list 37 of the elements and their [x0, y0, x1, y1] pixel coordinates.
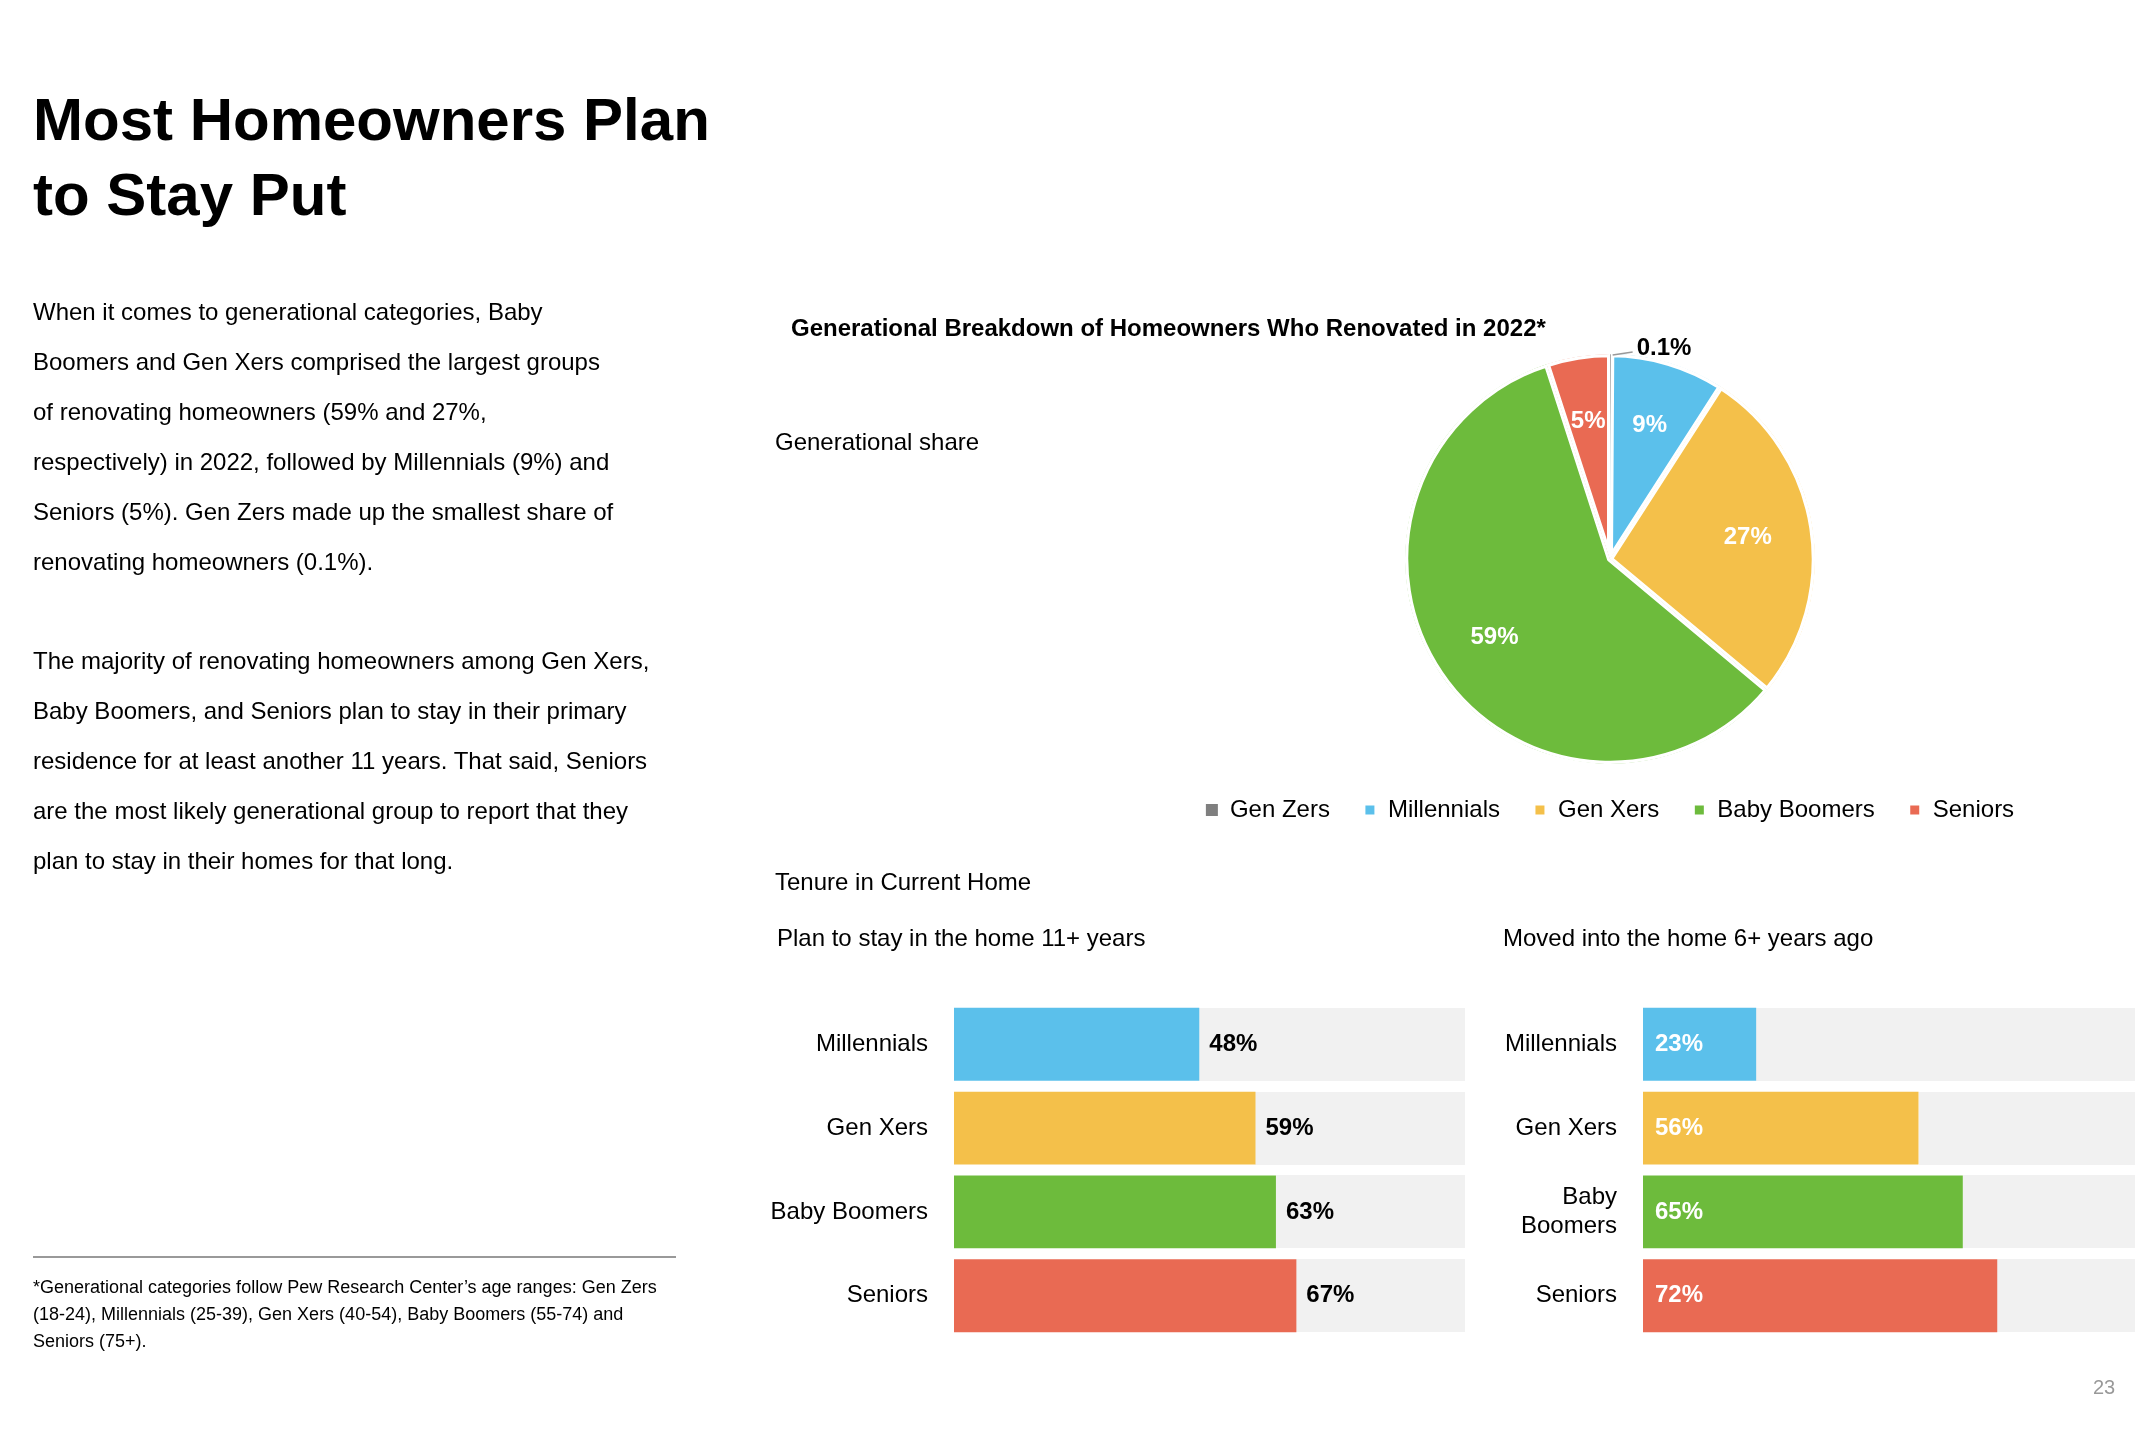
data-label: 5% — [1570, 405, 1606, 433]
chart-title: Generational Breakdown of Homeowners Who Renovated in 2022* — [791, 314, 1546, 342]
data-label: 0.1% — [1636, 332, 1692, 360]
data-label: 65% — [1655, 1196, 1704, 1224]
y-tick-label: Millennials — [1504, 1028, 1617, 1056]
data-label: 67% — [1306, 1280, 1355, 1308]
text: Generational share — [775, 428, 980, 456]
legend-label: Gen Zers — [1229, 794, 1330, 822]
data-label: 9% — [1632, 410, 1668, 437]
data-label: 59% — [1470, 621, 1519, 649]
y-tick-label: Gen Xers — [826, 1112, 928, 1140]
data-label: 27% — [1723, 522, 1772, 550]
text: *Generational categories follow Pew Research Center’s age ranges: Gen Zers (18-24), Millennials (25-39), Gen Xers (40-54), Baby Boomers (55-74) and Seniors (75+). — [33, 1276, 658, 1353]
bar — [1643, 1007, 1757, 1081]
legend-label: Seniors — [1932, 794, 2015, 822]
y-tick-label: Seniors — [1535, 1280, 1617, 1308]
text: 23 — [2093, 1375, 2117, 1400]
data-label: 63% — [1285, 1196, 1334, 1224]
legend-label: Gen Xers — [1557, 794, 1660, 822]
text: Most Homeowners Plan to Stay Put — [33, 85, 711, 230]
chart-title: Plan to stay in the home 11+ years — [777, 924, 1146, 952]
text: The majority of renovating homeowners among Gen Xers, Baby Boomers, and Seniors plan to stay in their primary residence for at least another 11 years. That said, Seniors are the most likely generational group to report that they plan to stay in their homes for that long. — [33, 646, 651, 876]
legend-label: Millennials — [1387, 794, 1500, 822]
legend-label: Baby Boomers — [1717, 794, 1875, 822]
y-tick-label: Baby Boomers — [1520, 1182, 1617, 1238]
data-label: 59% — [1265, 1112, 1314, 1140]
data-label: 23% — [1655, 1028, 1704, 1056]
y-tick-label: Millennials — [815, 1028, 928, 1056]
data-label: 48% — [1209, 1028, 1258, 1056]
chart-subtitle: Tenure in Current Home — [775, 868, 1032, 896]
y-tick-label: Gen Xers — [1515, 1112, 1617, 1140]
y-tick-label: Baby Boomers — [770, 1196, 928, 1224]
chart-title: Moved into the home 6+ years ago — [1503, 924, 1874, 952]
text: When it comes to generational categories, Baby Boomers and Gen Xers comprised the largest groups of renovating homeowners (59% and 27%, respectively) in 2022, followed by Millennials (9%) and Seniors (5%). Gen Zers made up the smallest share of renovating homeowners (0.1%). — [33, 297, 615, 577]
data-label: 56% — [1655, 1112, 1704, 1140]
data-label: 72% — [1655, 1280, 1704, 1308]
y-tick-label: Seniors — [846, 1280, 928, 1308]
